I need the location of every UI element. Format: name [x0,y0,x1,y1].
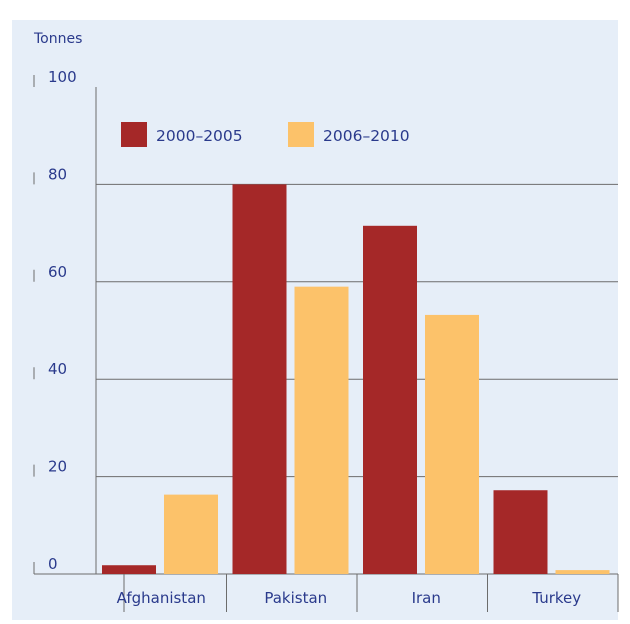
legend-label-0: 2000–2005 [156,127,243,145]
y-tick-labels: 0 20 40 60 80 100 [48,68,77,573]
x-category-label-afghanistan: Afghanistan [117,589,206,607]
bar-iran-series-1 [425,314,479,574]
y-tick-label-100: 100 [48,68,77,86]
bar-afghanistan-series-1 [164,494,218,574]
y-axis-unit-label: Tonnes [33,31,82,47]
x-category-labels: Afghanistan Pakistan Iran Turkey [117,589,582,607]
bar-afghanistan-series-0 [102,565,156,574]
y-tick-label-0: 0 [48,555,58,573]
y-tick-label-60: 60 [48,263,67,281]
y-tick-label-20: 20 [48,458,67,476]
legend-swatch-1 [288,122,314,147]
y-tick-label-80: 80 [48,165,67,183]
legend-swatch-0 [121,122,147,147]
x-category-label-iran: Iran [412,589,441,607]
legend: 2000–2005 2006–2010 [121,122,410,147]
bars [102,184,610,575]
y-tick-label-40: 40 [48,360,67,378]
bar-turkey-series-0 [493,490,548,574]
bar-turkey-series-1 [555,570,610,574]
legend-label-1: 2006–2010 [323,127,410,145]
x-category-label-turkey: Turkey [531,589,581,607]
bar-pakistan-series-1 [294,286,349,574]
x-category-label-pakistan: Pakistan [264,589,327,607]
bar-pakistan-series-0 [232,184,287,574]
bar-iran-series-0 [363,225,417,575]
